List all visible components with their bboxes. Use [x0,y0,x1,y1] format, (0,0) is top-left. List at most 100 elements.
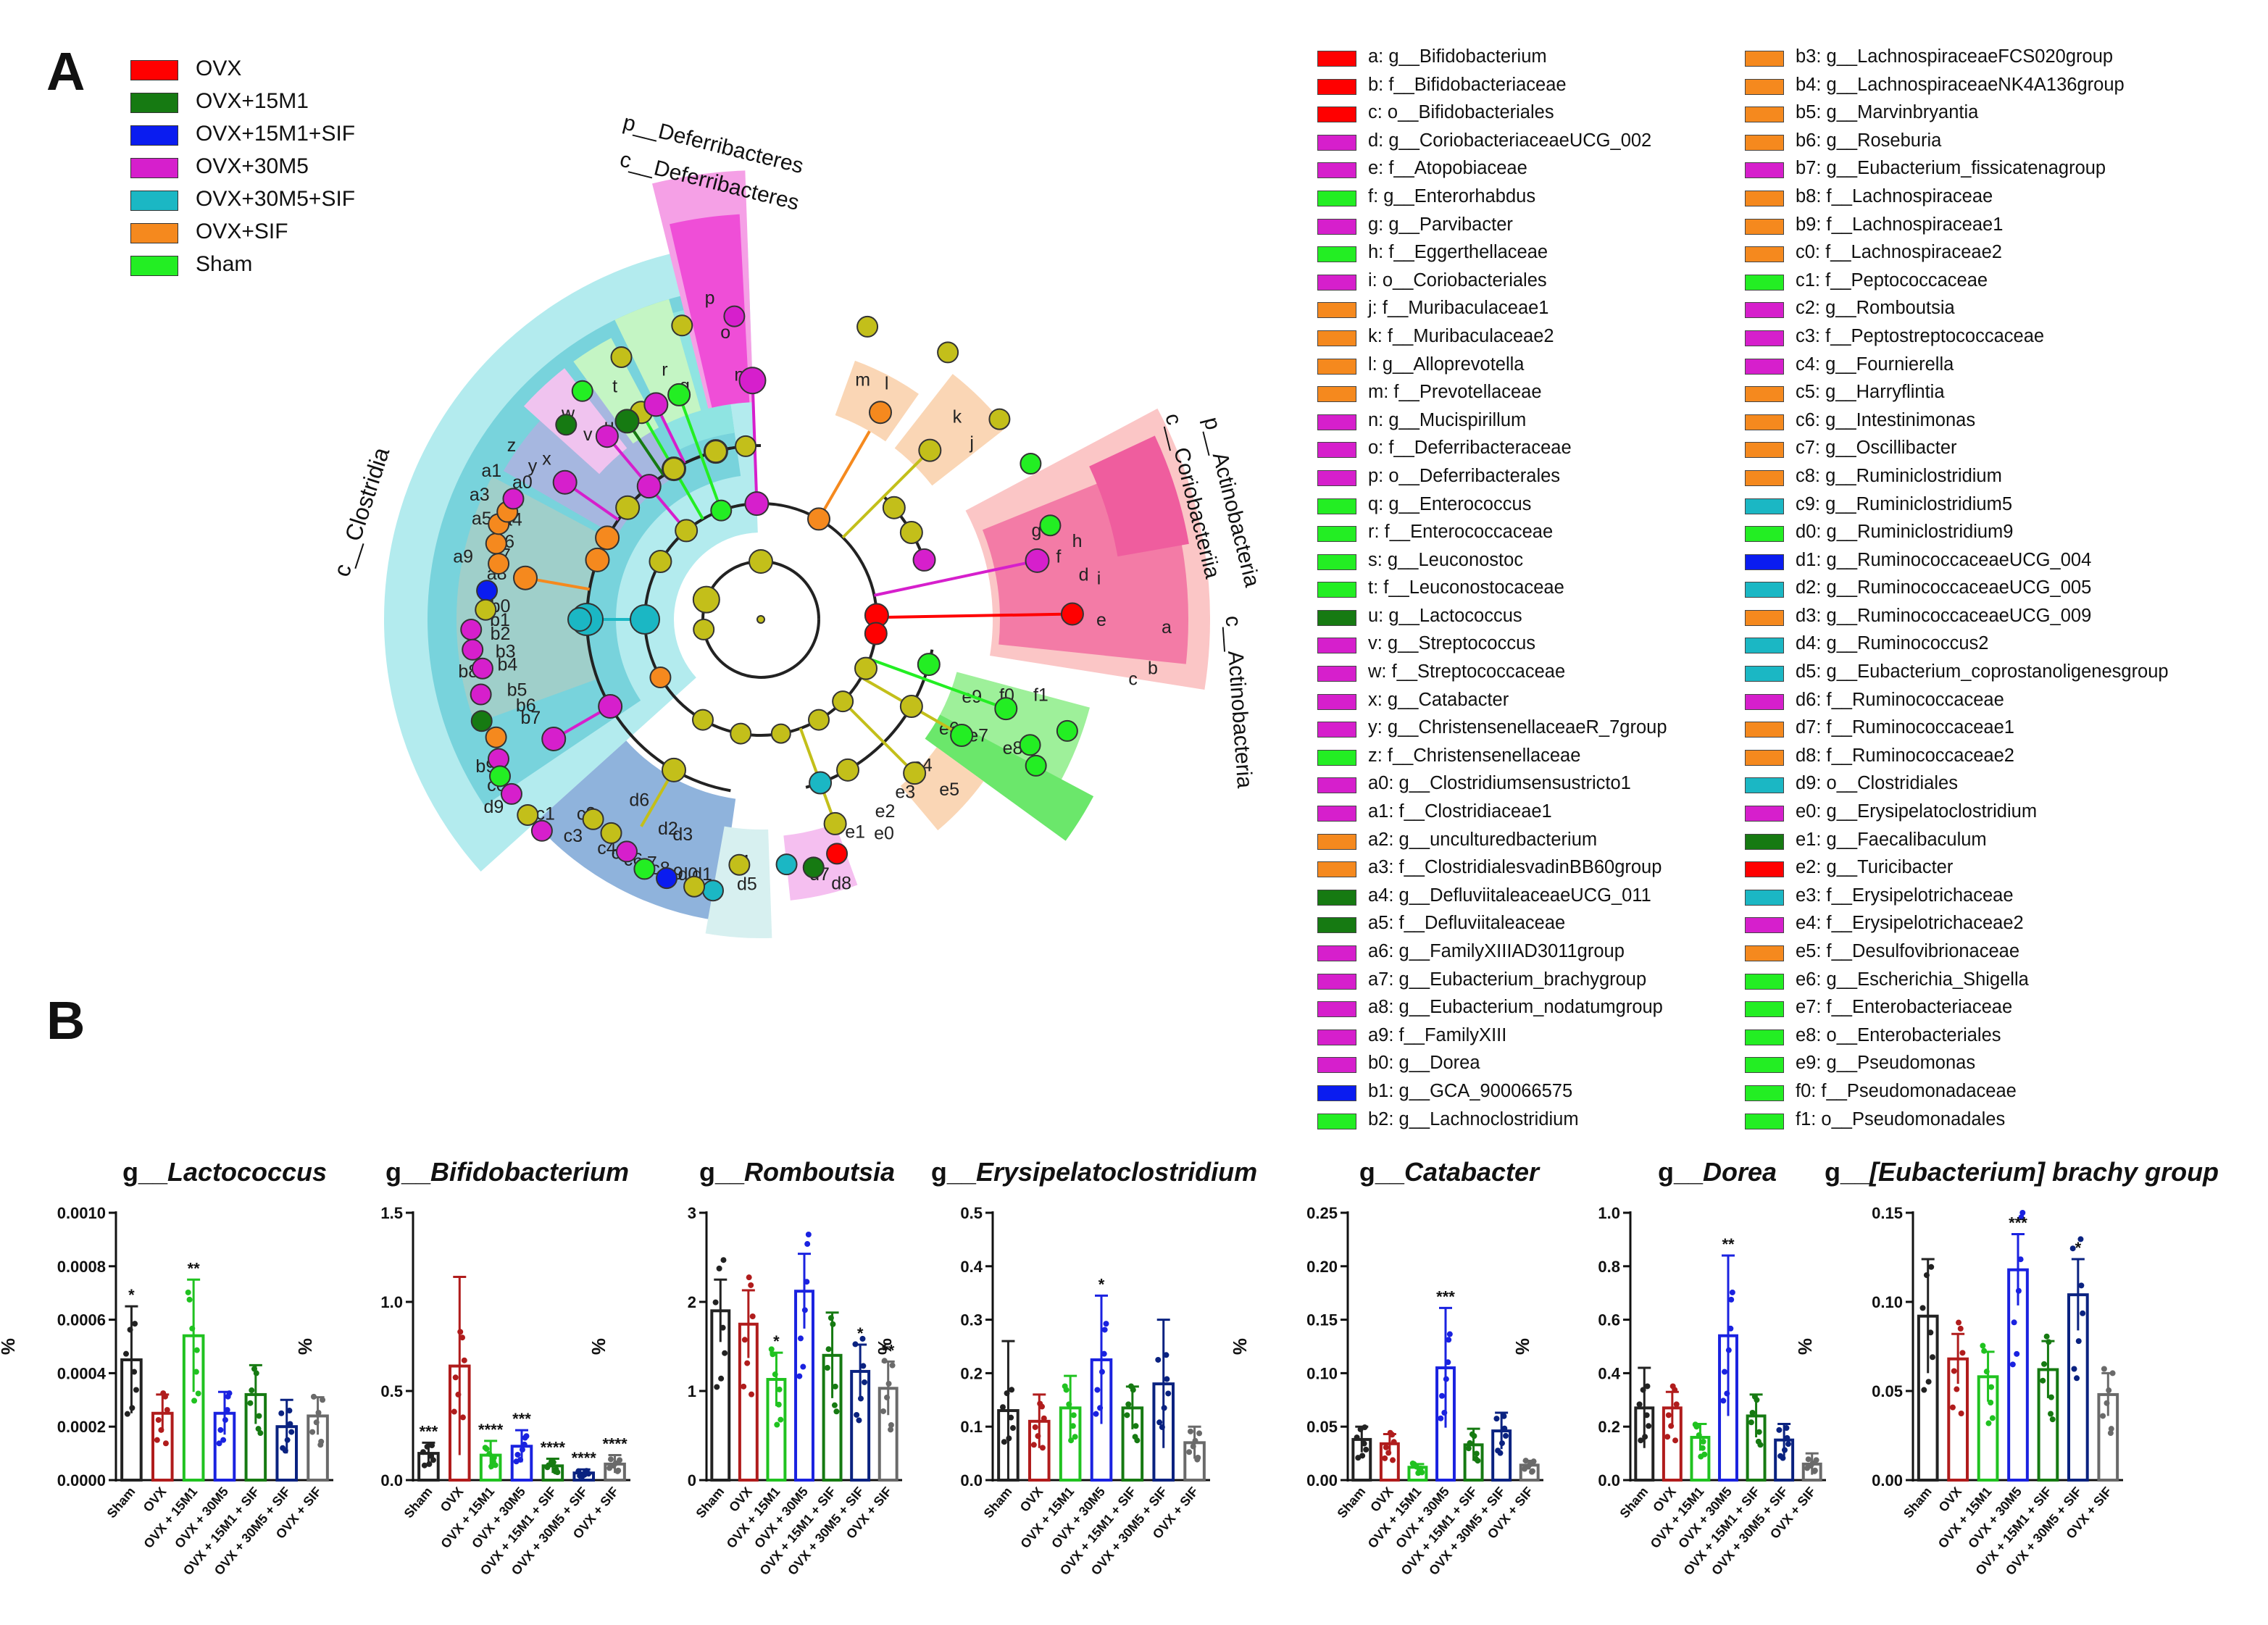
sample-dot [129,1405,136,1411]
taxa-key-swatch [1317,498,1356,514]
taxa-key-swatch [1317,806,1356,822]
taxa-key-swatch [1317,889,1356,906]
sample-dot [2049,1416,2056,1423]
sample-dot [220,1437,227,1443]
taxa-key-swatch [1745,414,1784,430]
sample-dot [2108,1426,2114,1432]
y-axis-label: % [1229,1338,1251,1355]
taxa-key-swatch [1317,246,1356,263]
taxa-key-label: y: g__ChristensenellaceaeR_7group [1368,717,1667,738]
category-label: Sham [1335,1484,1369,1521]
sample-dot [804,1279,810,1285]
sample-dot [2104,1400,2110,1406]
significance-mark: * [1098,1275,1105,1293]
taxa-key-swatch [1317,973,1356,990]
sector-letter: d5 [737,874,757,894]
sector-letter: e5 [939,780,959,800]
sample-dot [1646,1423,1652,1429]
sector-letter: x [542,448,551,469]
sector-letter: e [1096,610,1106,630]
sample-dot [257,1430,264,1437]
tree-leaf-node [610,346,633,368]
sample-dot [1062,1383,1068,1390]
tree-node [649,550,672,573]
tree-node [899,521,923,544]
sample-dot [617,1457,623,1463]
sample-dot [1930,1354,1936,1361]
tree-leaf-node [728,853,751,876]
sample-dot [827,1315,834,1321]
sample-dot [1387,1429,1393,1436]
taxa-key-label: d5: g__Eubacterium_coprostanoligenesgrou… [1796,661,2169,682]
legend-swatch [130,158,178,178]
sample-dot [1098,1369,1105,1375]
significance-mark: * [773,1332,780,1350]
taxa-key-label: e5: f__Desulfovibrionaceae [1796,941,2020,961]
sample-dot [1390,1457,1396,1463]
sample-dot [1501,1425,1508,1432]
tree-node [614,409,640,434]
sample-dot [1068,1437,1075,1444]
sample-dot [2078,1282,2085,1289]
clade-label: c__Clostridia [328,444,394,580]
sample-dot [160,1390,167,1397]
sample-dot [1729,1289,1735,1295]
sample-dot [193,1347,200,1353]
taxa-key-label: c2: g__Romboutsia [1796,298,1955,319]
sample-dot [612,1460,619,1466]
tree-branch [841,454,926,539]
tree-leaf-node [775,853,798,876]
taxa-key-swatch [1745,777,1784,794]
sample-dot [1721,1369,1727,1375]
clade-highlight [925,714,1094,841]
tree-node [595,425,619,448]
y-axis-label: % [874,1338,896,1355]
taxa-key-label: b6: g__Roseburia [1796,130,1942,151]
legend-label: OVX+30M5+SIF [196,187,356,211]
sample-dot [885,1380,892,1387]
tree-node [649,667,672,688]
sample-dot [1951,1368,1957,1374]
taxa-key-label: q: g__Enterococcus [1368,493,1532,514]
tree-node [567,607,592,632]
y-tick-label: 1 [688,1382,696,1400]
sample-dot [1417,1466,1424,1472]
sample-dot [888,1426,894,1433]
sample-dot [1805,1456,1812,1463]
sample-dot [1642,1434,1648,1440]
sample-dot [775,1401,782,1408]
sample-dot [796,1373,803,1379]
sample-dot [1927,1329,1934,1336]
taxa-key-label: c7: g__Oscillibacter [1796,438,1957,459]
taxa-key-label: m: f__Prevotellaceae [1368,382,1542,403]
taxa-key-swatch [1745,134,1784,151]
sample-dot [831,1402,838,1408]
clade-label: c__Actinobacteria [1221,615,1257,790]
sample-dot [770,1351,776,1358]
sample-dot [309,1429,316,1435]
taxa-key-swatch [1317,917,1356,934]
sample-dot [1804,1465,1811,1471]
taxa-key-swatch [1745,78,1784,95]
taxa-key-swatch [1317,638,1356,654]
sample-dot [880,1408,887,1414]
sample-dot [1640,1387,1646,1393]
tree-node [667,383,691,406]
sector-letter: k [953,406,962,427]
sample-dot [856,1417,862,1424]
sample-dot [224,1407,230,1413]
sample-dot [1958,1410,1964,1416]
sample-dot [1438,1415,1444,1421]
sector-letter: b7 [521,708,541,728]
sample-dot [1467,1440,1473,1446]
tree-leaf-node [500,782,522,805]
sample-dot [1130,1387,1136,1393]
sector-letter: o [720,322,730,343]
sample-dot [1475,1458,1481,1464]
sample-dot [1700,1438,1706,1445]
taxa-key-label: a4: g__DefluviitaleaceaeUCG_011 [1368,885,1651,906]
y-tick-label: 0.05 [1872,1382,1903,1400]
sample-dot [2041,1361,2048,1367]
sample-dot [1644,1383,1651,1390]
clade-highlight-ruminococcaceae [534,740,736,921]
